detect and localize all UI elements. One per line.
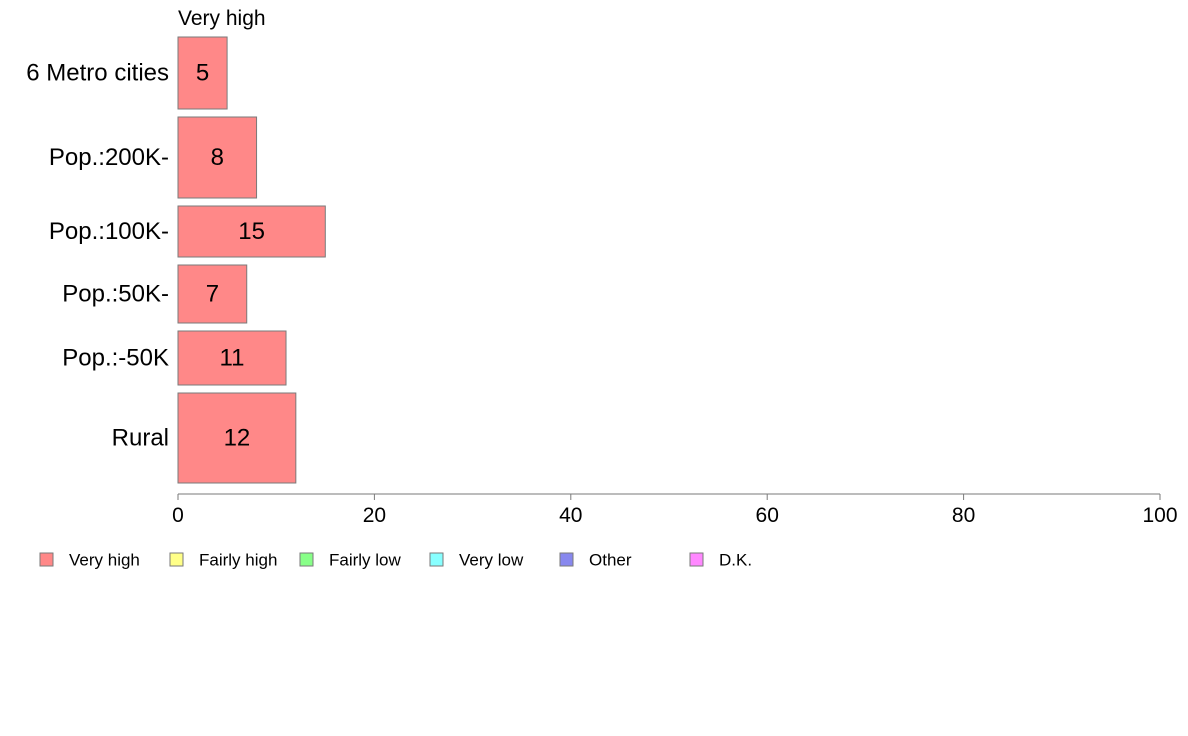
bar [177, 264, 248, 324]
category-label: Rural [112, 425, 169, 452]
category-label: 6 Metro cities [26, 60, 169, 87]
legend-label: Very high [69, 551, 140, 570]
bar-value-label: 5 [196, 60, 209, 87]
legend-swatch [299, 552, 314, 567]
legend-swatch [689, 552, 704, 567]
legend: Very high Fairly high Fairly low Very low Ot… [39, 551, 752, 570]
bar [177, 36, 228, 110]
legend-label: Fairly low [329, 551, 402, 570]
x-tick-label: 60 [756, 504, 779, 527]
bar-value-label: 15 [238, 218, 265, 245]
legend-label: Other [589, 551, 632, 570]
legend-swatch [39, 552, 54, 567]
x-tick-label: 0 [172, 504, 184, 527]
legend-swatch [169, 552, 184, 567]
x-axis: 0 20 40 60 80 100 [172, 493, 1178, 527]
bar [177, 330, 287, 386]
legend-swatch [429, 552, 444, 567]
x-tick-label: 20 [363, 504, 386, 527]
legend-label: Fairly high [199, 551, 277, 570]
bars-layer: 5 6 Metro cities 8 Pop.:200K- 15 Pop.:100K- 7 P… [26, 36, 326, 484]
x-tick-label: 80 [952, 504, 975, 527]
bar [177, 392, 297, 484]
x-tick-label: 40 [559, 504, 582, 527]
bar [177, 205, 326, 258]
bar [177, 116, 258, 199]
bar-value-label: 12 [224, 425, 251, 452]
legend-label: Very low [459, 551, 524, 570]
category-label: Pop.:100K- [49, 218, 169, 245]
legend-label: D.K. [719, 551, 752, 570]
bar-value-label: 8 [211, 144, 224, 171]
bar-value-label: 7 [206, 281, 219, 308]
series-heading: Very high [178, 7, 266, 30]
bar-value-label: 11 [220, 345, 245, 372]
category-label: Pop.:50K- [62, 281, 169, 308]
category-label: Pop.:-50K [62, 345, 169, 372]
x-tick-label: 100 [1142, 504, 1177, 527]
category-label: Pop.:200K- [49, 144, 169, 171]
legend-swatch [559, 552, 574, 567]
